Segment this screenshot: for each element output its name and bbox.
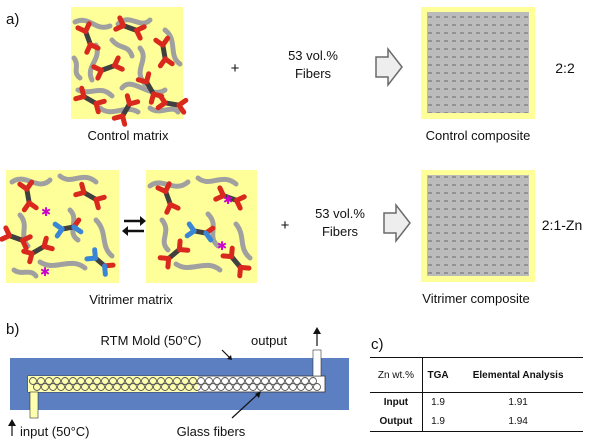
fibers-line2-row1: Fibers [295,66,332,81]
vitrimer-matrix-state-2 [146,170,257,283]
fibers-line1-row2: 53 vol.% [315,206,365,221]
table-row: Input 1.9 1.91 [370,392,583,412]
table-header-row: Zn wt.% TGA Elemental Analysis [370,357,583,393]
glass-fiber-circles [29,377,321,391]
header-tga: TGA [422,357,454,393]
panel-b-label: b) [6,321,19,338]
rtm-mold-label: RTM Mold (50°C) [100,333,201,348]
table-row: Output 1.9 1.94 [370,412,583,432]
fibers-pointer-line [231,393,259,419]
fibers-line2-row2: Fibers [322,224,359,239]
row-label-output: Output [370,412,423,432]
cell-output-tga: 1.9 [422,412,454,432]
ratio-control: 2:2 [555,60,575,76]
mold-pointer-head [227,355,232,360]
fibers-line1-row1: 53 vol.% [288,48,338,63]
fibers-pointer-head [255,391,261,398]
vitrimer-matrix-label: Vitrimer matrix [89,292,173,307]
panel-c-label: c) [371,336,384,353]
control-composite-label: Control composite [426,128,531,143]
header-zn: Zn wt.% [370,357,423,393]
glass-fibers-label: Glass fibers [177,424,246,439]
output-arrow-head [313,327,321,334]
control-matrix-illustration [71,7,186,124]
control-matrix-label: Control matrix [88,128,169,143]
vitrimer-matrix-state-1 [2,170,119,283]
control-composite-illustration [421,7,535,119]
plus-sign-row2: + [281,217,290,234]
header-elemental-analysis: Elemental Analysis [453,357,583,393]
input-label: input (50°C) [20,424,90,439]
vitrimer-composite-illustration [421,170,535,282]
plus-sign-row1: + [231,60,240,77]
mold-pointer-line [221,349,231,359]
cell-input-tga: 1.9 [431,397,445,408]
input-arrow-head [8,419,16,426]
process-arrow-row2 [383,202,411,244]
vitrimer-composite-label: Vitrimer composite [422,291,529,306]
cell-output-ea: 1.94 [453,412,583,432]
ratio-vitrimer: 2:1-Zn [542,217,582,233]
cell-input-ea: 1.91 [508,397,528,408]
output-label: output [251,333,288,348]
zn-content-table: Zn wt.% TGA Elemental Analysis Input 1.9… [370,357,583,432]
process-arrow-row1 [375,46,403,88]
row-label-input: Input [370,392,423,412]
panel-a-label: a) [6,11,19,28]
equilibrium-arrows [122,216,146,236]
